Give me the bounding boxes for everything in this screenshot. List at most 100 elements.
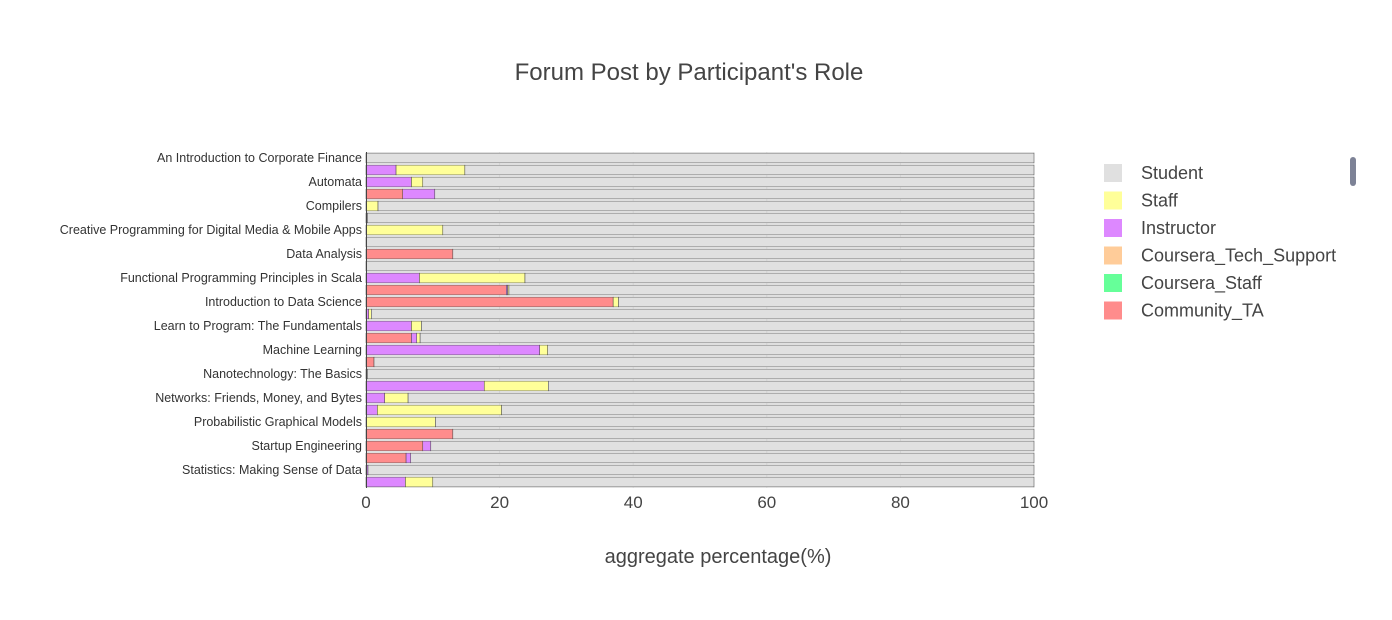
bar-student-15[interactable] — [419, 332, 1035, 344]
bar-instructor-25[interactable] — [405, 452, 412, 464]
bar-staff-6[interactable] — [365, 224, 444, 236]
bar-student-12[interactable] — [618, 296, 1035, 308]
bar-staff-14[interactable] — [411, 320, 422, 332]
bar-student-14[interactable] — [421, 320, 1035, 332]
bar-instructor-27[interactable] — [365, 476, 406, 488]
bar-staff-22[interactable] — [365, 416, 436, 428]
bar-staff-19[interactable] — [483, 380, 549, 392]
bar-student-9[interactable] — [365, 260, 1035, 272]
bar-instructor-2[interactable] — [365, 176, 412, 188]
x-tick-label: 0 — [361, 493, 370, 512]
bar-student-19[interactable] — [548, 380, 1035, 392]
legend-swatch-community-ta[interactable] — [1104, 301, 1122, 320]
legend-label-coursera-tech-support[interactable]: Coursera_Tech_Support — [1141, 246, 1336, 267]
bar-staff-4[interactable] — [365, 200, 379, 212]
bar-instructor-16[interactable] — [365, 344, 540, 356]
y-tick-label: Networks: Friends, Money, and Bytes — [155, 391, 362, 405]
bar-student-26[interactable] — [367, 464, 1035, 476]
bar-staff-21[interactable] — [377, 404, 502, 416]
legend-swatch-student[interactable] — [1104, 164, 1122, 182]
y-tick-label: An Introduction to Corporate Finance — [157, 151, 362, 165]
bar-student-21[interactable] — [501, 404, 1035, 416]
bar-student-0[interactable] — [365, 152, 1035, 164]
legend-label-coursera-staff[interactable]: Coursera_Staff — [1141, 273, 1263, 294]
y-tick-label: Compilers — [306, 199, 362, 213]
bar-staff-2[interactable] — [411, 176, 424, 188]
bar-community-ta-8[interactable] — [365, 248, 454, 260]
legend-swatch-instructor[interactable] — [1104, 219, 1122, 237]
bar-student-11[interactable] — [508, 284, 1035, 296]
bar-student-3[interactable] — [434, 188, 1035, 200]
legend-label-community-ta[interactable]: Community_TA — [1141, 301, 1264, 322]
bar-student-23[interactable] — [452, 428, 1035, 440]
bar-student-24[interactable] — [430, 440, 1035, 452]
legend-swatch-coursera-staff[interactable] — [1104, 274, 1122, 292]
bar-instructor-15[interactable] — [411, 332, 418, 344]
bar-instructor-21[interactable] — [365, 404, 378, 416]
bar-staff-16[interactable] — [539, 344, 548, 356]
bar-community-ta-23[interactable] — [365, 428, 454, 440]
bar-community-ta-17[interactable] — [365, 356, 375, 368]
legend-label-instructor[interactable]: Instructor — [1141, 218, 1216, 238]
bar-instructor-3[interactable] — [402, 188, 436, 200]
bar-staff-1[interactable] — [395, 164, 466, 176]
chart-title: Forum Post by Participant's Role — [515, 59, 864, 86]
bar-student-17[interactable] — [373, 356, 1035, 368]
x-axis-title: aggregate percentage(%) — [605, 546, 832, 568]
legend: Student Staff Instructor Coursera_Tech_Supp… — [1104, 163, 1336, 322]
bar-community-ta-25[interactable] — [365, 452, 407, 464]
bar-instructor-10[interactable] — [365, 272, 420, 284]
bar-community-ta-12[interactable] — [365, 296, 614, 308]
y-tick-label: Learn to Program: The Fundamentals — [154, 319, 362, 333]
bar-student-4[interactable] — [377, 200, 1035, 212]
y-tick-label: Machine Learning — [263, 343, 362, 357]
bar-student-5[interactable] — [367, 212, 1035, 224]
bar-instructor-1[interactable] — [365, 164, 397, 176]
bar-instructor-24[interactable] — [422, 440, 432, 452]
bar-instructor-20[interactable] — [365, 392, 385, 404]
bar-student-16[interactable] — [547, 344, 1035, 356]
bar-student-10[interactable] — [524, 272, 1035, 284]
bar-student-8[interactable] — [452, 248, 1035, 260]
legend-swatch-coursera-tech-support[interactable] — [1104, 246, 1122, 265]
y-tick-label: Introduction to Data Science — [205, 295, 362, 309]
y-tick-label: Startup Engineering — [252, 439, 363, 453]
y-tick-label: Probabilistic Graphical Models — [194, 415, 362, 429]
bar-staff-10[interactable] — [419, 272, 526, 284]
bar-student-6[interactable] — [442, 224, 1035, 236]
bar-instructor-19[interactable] — [365, 380, 485, 392]
legend-label-student[interactable]: Student — [1141, 163, 1203, 183]
bar-staff-15[interactable] — [416, 332, 421, 344]
bar-student-13[interactable] — [371, 308, 1035, 320]
y-tick-label: Nanotechnology: The Basics — [203, 367, 362, 381]
y-tick-label: Data Analysis — [286, 247, 362, 261]
x-tick-label: 60 — [757, 493, 776, 512]
bar-community-ta-24[interactable] — [365, 440, 424, 452]
legend-scrollbar[interactable] — [1350, 157, 1356, 186]
bar-student-18[interactable] — [367, 368, 1035, 380]
bar-community-ta-15[interactable] — [365, 332, 412, 344]
bar-student-22[interactable] — [435, 416, 1035, 428]
bar-staff-20[interactable] — [384, 392, 409, 404]
bar-instructor-14[interactable] — [365, 320, 412, 332]
bar-student-25[interactable] — [410, 452, 1035, 464]
bar-student-2[interactable] — [422, 176, 1035, 188]
x-tick-labels: 0 20 40 60 80 100 — [361, 493, 1048, 512]
bar-staff-13[interactable] — [368, 308, 372, 320]
bar-student-20[interactable] — [407, 392, 1035, 404]
bar-staff-12[interactable] — [612, 296, 619, 308]
bar-staff-27[interactable] — [405, 476, 434, 488]
bar-student-7[interactable] — [365, 236, 1035, 248]
bar-community-ta-3[interactable] — [365, 188, 403, 200]
bar-community-ta-11[interactable] — [365, 284, 507, 296]
bar-student-1[interactable] — [464, 164, 1035, 176]
x-tick-label: 20 — [490, 493, 509, 512]
legend-label-staff[interactable]: Staff — [1141, 191, 1179, 211]
y-tick-label: Functional Programming Principles in Sca… — [120, 271, 362, 285]
y-tick-labels: An Introduction to Corporate Finance Auto… — [60, 151, 362, 477]
bar-student-27[interactable] — [432, 476, 1035, 488]
y-tick-label: Automata — [308, 175, 362, 189]
legend-swatch-staff[interactable] — [1104, 191, 1122, 210]
x-tick-label: 100 — [1020, 493, 1048, 512]
